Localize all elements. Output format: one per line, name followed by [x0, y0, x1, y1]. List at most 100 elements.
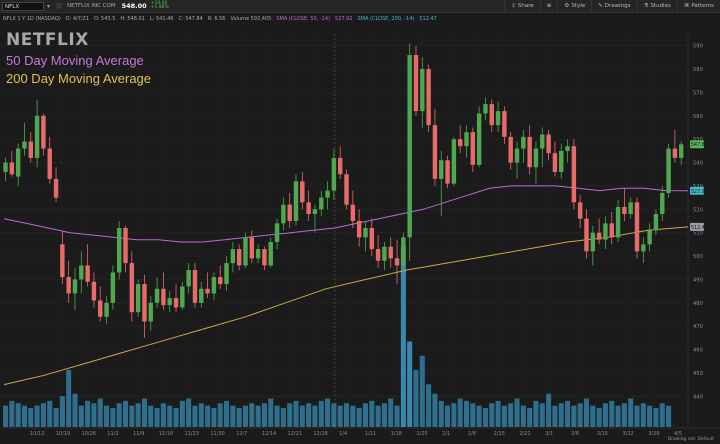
volume-bar: [255, 405, 261, 427]
volume-bar: [501, 405, 507, 427]
candle-body: [72, 279, 78, 294]
time-tick-label: 12/28: [313, 431, 327, 437]
time-tick-label: 12/14: [262, 431, 276, 437]
volume-bar: [577, 403, 583, 427]
candle-body: [356, 221, 362, 238]
volume-bar: [306, 403, 312, 427]
volume-bar: [110, 408, 116, 427]
volume-bar: [318, 400, 324, 427]
candle-body: [91, 281, 97, 301]
volume-bar: [91, 403, 97, 427]
candle-body: [22, 141, 27, 149]
volume-bar: [653, 408, 659, 427]
candle-body: [312, 209, 318, 214]
price-tick-label: 550: [693, 137, 703, 143]
candle-body: [34, 115, 40, 158]
candle-body: [135, 284, 141, 313]
candle-body: [552, 153, 558, 172]
volume-bar: [40, 403, 46, 427]
zoom-button[interactable]: ⊕: [539, 0, 558, 13]
last-price-flag: 547.84: [691, 142, 708, 148]
candle-body: [660, 192, 665, 214]
volume-bar: [583, 398, 590, 427]
sma50-study-value: 527.92: [335, 15, 353, 22]
candle-body: [495, 111, 501, 126]
volume-bar: [426, 384, 432, 427]
volume-bar: [413, 370, 419, 427]
volume-bar: [21, 405, 27, 427]
time-tick-label: 3/1: [545, 431, 553, 437]
volume-bar: [85, 400, 91, 427]
candle-body: [98, 300, 103, 317]
last-price: 548.00: [121, 2, 147, 10]
price-tick-label: 540: [693, 161, 703, 167]
volume-bar: [97, 398, 103, 427]
candle-body: [192, 270, 198, 303]
symbol-input[interactable]: NFLX: [2, 1, 44, 11]
info-icon[interactable]: ⓘ: [56, 3, 63, 11]
volume-bar: [508, 403, 514, 427]
candle-body: [401, 237, 406, 266]
volume-bar: [394, 405, 400, 427]
candle-body: [420, 69, 425, 112]
bar-date: D: 4/7/21: [65, 15, 89, 22]
candle-body: [148, 302, 153, 322]
price-tick-label: 520: [693, 207, 703, 213]
chevron-down-icon[interactable]: ▾: [47, 2, 51, 10]
price-tick-label: 570: [693, 90, 703, 96]
patterns-button[interactable]: ⌘ Patterns: [676, 0, 720, 13]
volume-bar: [287, 403, 293, 427]
sma200-study-label[interactable]: SMA (CLOSE, 200, -14): [357, 15, 415, 22]
pencil-icon: ✎: [598, 3, 603, 9]
candle-body: [218, 277, 223, 285]
candle-body: [319, 197, 324, 210]
price-tick-label: 470: [693, 324, 703, 330]
style-button[interactable]: ⚙ Style: [557, 0, 591, 13]
candle-body: [457, 139, 463, 147]
candle-body: [375, 249, 381, 261]
candle-body: [104, 302, 109, 317]
candle-body: [559, 150, 564, 172]
time-tick-label: 11/23: [185, 431, 199, 437]
time-tick-label: 11/30: [210, 431, 224, 437]
studies-button[interactable]: ⚗ Studies: [636, 0, 677, 13]
volume-bar: [129, 405, 135, 427]
candle-body: [470, 132, 476, 165]
candle-body: [641, 244, 646, 252]
chart-canvas[interactable]: 5905805705605505405305205105004904804704…: [0, 22, 720, 444]
candle-body: [236, 249, 242, 266]
share-button[interactable]: ⇪ Share: [504, 0, 539, 13]
volume-bar: [331, 403, 337, 427]
volume-bar: [457, 398, 463, 427]
price-change-pct: +1.86%: [150, 5, 169, 10]
volume-bar: [438, 400, 444, 427]
candle-body: [634, 202, 640, 252]
drawings-button[interactable]: ✎ Drawings: [591, 0, 636, 13]
candle-body: [15, 148, 21, 177]
candle-body: [540, 134, 545, 149]
volume-bar: [476, 405, 482, 427]
time-tick-label: 10/12: [30, 431, 44, 437]
candle-body: [85, 265, 90, 282]
volume-bar: [634, 405, 640, 427]
candle-body: [293, 181, 299, 221]
volume-bar: [520, 405, 526, 427]
candle-body: [350, 204, 356, 221]
candle-body: [142, 284, 147, 322]
sma200-price-flag-bg: [690, 222, 704, 231]
candle-body: [464, 132, 469, 147]
volume-bar: [293, 400, 299, 427]
candle-body: [243, 237, 248, 266]
drawing-set-label[interactable]: Drawing set: Default: [667, 437, 714, 442]
candle-body: [255, 249, 261, 259]
time-tick-label: 4/5: [674, 431, 682, 437]
volume-bar: [141, 398, 147, 427]
price-chart[interactable]: 5905805705605505405305205105004904804704…: [0, 22, 720, 444]
candle-body: [439, 160, 444, 179]
volume-bar: [198, 403, 204, 427]
volume-bar: [337, 405, 343, 427]
candle-body: [369, 228, 374, 250]
candle-body: [224, 263, 229, 285]
candle-body: [3, 162, 8, 172]
sma50-study-label[interactable]: SMA (CLOSE, 50, -14): [276, 15, 330, 22]
